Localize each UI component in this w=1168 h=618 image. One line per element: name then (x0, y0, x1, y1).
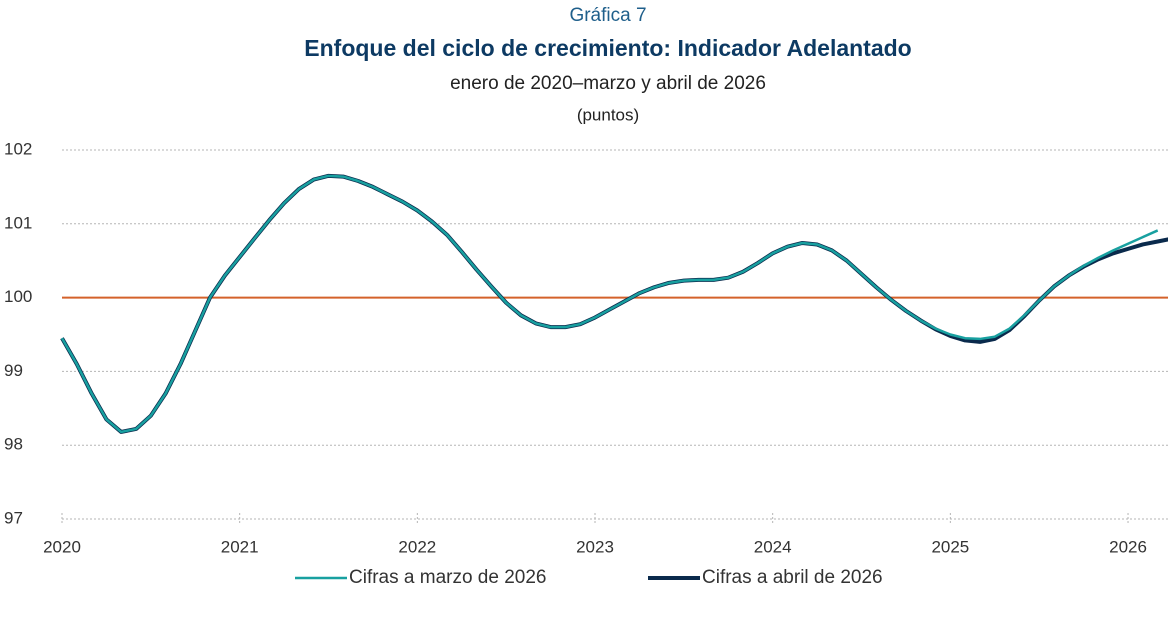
y-tick-label: 102 (4, 139, 32, 158)
y-tick-label: 100 (4, 287, 32, 306)
x-tick-label: 2020 (43, 537, 81, 556)
x-tick-label: 2026 (1109, 537, 1147, 556)
series-line (60, 173, 1168, 434)
chart-title: Enfoque del ciclo de crecimiento: Indica… (304, 35, 911, 61)
legend-label: Cifras a abril de 2026 (702, 567, 883, 588)
y-tick-label: 98 (4, 435, 23, 454)
series-line (60, 174, 1159, 434)
x-tick-label: 2024 (754, 537, 792, 556)
x-tick-label: 2021 (221, 537, 259, 556)
legend-label: Cifras a marzo de 2026 (349, 567, 547, 588)
chart-label: Gráfica 7 (569, 5, 646, 26)
x-tick-label: 2025 (931, 537, 969, 556)
chart-subtitle: enero de 2020–marzo y abril de 2026 (450, 73, 766, 94)
y-tick-label: 99 (4, 361, 23, 380)
x-tick-label: 2023 (576, 537, 614, 556)
y-tick-label: 101 (4, 213, 32, 232)
y-tick-label: 97 (4, 508, 23, 527)
unit-label: (puntos) (577, 105, 639, 124)
x-tick-label: 2022 (398, 537, 436, 556)
